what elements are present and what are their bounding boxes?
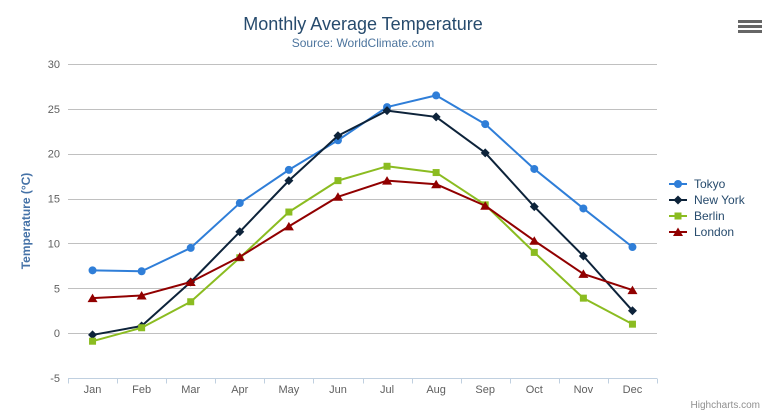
legend-label: New York bbox=[694, 193, 745, 207]
chart-subtitle: Source: WorldClimate.com bbox=[291, 36, 435, 50]
grid-lines bbox=[68, 64, 657, 379]
x-axis-label: Jul bbox=[380, 384, 394, 396]
series-new-york bbox=[88, 106, 637, 340]
y-axis-label: 25 bbox=[48, 104, 60, 116]
x-axis-label: Apr bbox=[231, 384, 248, 396]
legend: Tokyo New York Berlin London bbox=[668, 176, 745, 240]
x-axis-label: Sep bbox=[475, 384, 495, 396]
chart-context-menu-button[interactable] bbox=[738, 16, 762, 36]
x-axis-label: Mar bbox=[181, 384, 200, 396]
legend-item-new-york[interactable]: New York bbox=[668, 192, 745, 208]
y-axis-label: 20 bbox=[48, 149, 60, 161]
diamond-marker-icon bbox=[669, 195, 687, 205]
x-axis-label: Jan bbox=[84, 384, 102, 396]
triangle-marker-icon bbox=[669, 227, 687, 236]
y-axis-label: 10 bbox=[48, 238, 60, 250]
y-axis-label: 0 bbox=[54, 328, 60, 340]
series-london bbox=[87, 176, 638, 303]
y-axis-label: 5 bbox=[54, 283, 60, 295]
square-marker-icon bbox=[669, 212, 687, 220]
y-axis-label: 30 bbox=[48, 59, 60, 71]
highcharts-credit[interactable]: Highcharts.com bbox=[690, 400, 760, 411]
chart-title: Monthly Average Temperature bbox=[243, 14, 483, 34]
legend-label: London bbox=[694, 225, 735, 239]
legend-label: Berlin bbox=[694, 209, 725, 223]
x-axis-label: Nov bbox=[574, 384, 594, 396]
y-axis-labels: -5 0 5 10 15 20 25 30 bbox=[48, 59, 60, 385]
legend-item-tokyo[interactable]: Tokyo bbox=[668, 176, 745, 192]
y-axis-title: Temperature (°C) bbox=[19, 173, 33, 270]
y-axis-label: -5 bbox=[50, 373, 60, 385]
legend-item-berlin[interactable]: Berlin bbox=[668, 208, 745, 224]
x-axis-label: Aug bbox=[426, 384, 446, 396]
x-axis bbox=[68, 378, 658, 384]
y-axis-label: 15 bbox=[48, 194, 60, 206]
series-berlin bbox=[89, 162, 636, 345]
x-axis-label: Dec bbox=[623, 384, 643, 396]
x-axis-labels: Jan Feb Mar Apr May Jun Jul Aug Sep Oct Nov Dec bbox=[84, 384, 643, 396]
x-axis-label: Oct bbox=[526, 384, 543, 396]
x-axis-label: Jun bbox=[329, 384, 347, 396]
circle-marker-icon bbox=[669, 180, 687, 188]
legend-item-london[interactable]: London bbox=[668, 224, 745, 240]
x-axis-label: Feb bbox=[132, 384, 151, 396]
series-tokyo bbox=[88, 91, 637, 276]
x-axis-label: May bbox=[278, 384, 299, 396]
legend-label: Tokyo bbox=[694, 177, 726, 191]
